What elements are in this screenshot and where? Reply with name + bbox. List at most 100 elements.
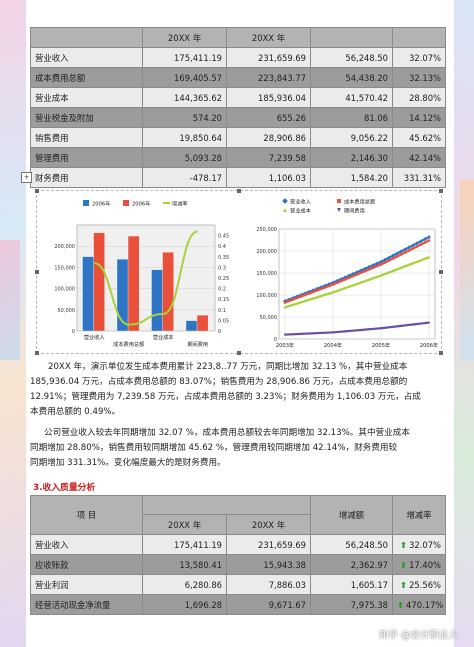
series-marker <box>295 301 299 305</box>
rate-value: 17.40% <box>409 559 441 570</box>
y2-tick-label: 0.35 <box>218 255 229 261</box>
series-marker <box>352 329 354 332</box>
series-marker <box>328 331 330 334</box>
legend-label: 2006年 <box>132 200 150 208</box>
series-marker <box>347 285 351 288</box>
x-tick-label: 2003年 <box>276 341 294 349</box>
series-marker <box>411 247 415 250</box>
series-marker <box>287 299 291 303</box>
x-tick-label: 期间费用 <box>187 340 208 348</box>
x-tick-label: 2006年 <box>420 341 438 349</box>
row-label: 营业成本 <box>30 87 143 108</box>
legend-swatch <box>123 200 129 206</box>
series-marker <box>303 299 307 303</box>
series-marker <box>403 264 407 268</box>
table-cell: 169,405.57 <box>142 67 227 88</box>
series-marker <box>379 263 383 266</box>
table-cell: 1,106.03 <box>226 167 311 188</box>
series-marker <box>424 322 426 325</box>
table-cell: ⬆ 17.40% <box>392 554 446 575</box>
series-marker <box>384 326 386 329</box>
series-marker <box>383 261 387 264</box>
table-cell: 7,975.38 <box>310 594 393 615</box>
series-marker <box>412 323 414 326</box>
series-marker <box>287 304 291 308</box>
table-row: 营业成本 144,365.62 185,936.04 41,570.42 28.80% <box>30 87 446 108</box>
series-marker <box>391 269 395 273</box>
series-marker <box>351 283 355 287</box>
series-marker <box>363 279 367 283</box>
table-row: 销售费用 19,850.64 28,906.86 9,056.22 45.62% <box>30 127 446 148</box>
legend-swatch <box>283 208 287 212</box>
resize-handle[interactable] <box>35 351 39 355</box>
left-decoration-accent <box>0 240 20 360</box>
table-cell: ⬆ 470.17% <box>392 594 446 615</box>
y-tick-label: 200,000 <box>54 244 75 250</box>
paragraph-line: 公司营业收入较去年同期增加 32.07 %，成本费用总额较去年同期增加 32.1… <box>44 428 410 438</box>
series-marker <box>327 284 331 288</box>
resize-handle[interactable] <box>439 189 443 193</box>
bar <box>162 252 174 332</box>
series-marker <box>299 300 303 304</box>
header-cell <box>392 27 446 48</box>
series-marker <box>339 287 343 291</box>
series-marker <box>331 283 335 286</box>
table-cell: ⬆ 32.07% <box>392 534 446 555</box>
table-cell: -478.17 <box>142 167 227 188</box>
rate-value: 32.07% <box>409 539 441 550</box>
series-marker <box>368 328 370 331</box>
resize-handle[interactable] <box>237 351 241 355</box>
table-cell: 41,570.42 <box>310 87 393 108</box>
table-cell: 231,659.69 <box>226 534 311 555</box>
right-decoration-accent <box>460 180 474 360</box>
series-marker <box>295 296 299 300</box>
paragraph-line: 12.91%；管理费用为 7,239.58 万元，占成本费用总额的 3.23%；… <box>30 392 421 402</box>
series-marker <box>311 296 315 300</box>
resize-handle[interactable] <box>237 189 241 193</box>
paragraph-line: 同期增加 28.80%，销售费用较同期增加 45.62 %，管理费用较同期增加 … <box>30 443 398 453</box>
legend-swatch <box>337 208 341 212</box>
y-tick-label: 150,000 <box>256 271 277 277</box>
legend-label: 营业成本 <box>290 207 311 215</box>
table-cell: 9,056.22 <box>310 127 393 148</box>
table-row: 应收账款 13,580.41 15,943.38 2,362.97 ⬆ 17.40% <box>30 554 446 575</box>
series-marker <box>427 255 431 259</box>
series-marker <box>388 326 390 329</box>
paragraph-line: 20XX 年，演示单位发生成本费用累计 223,8..77 万元，同期比增加 3… <box>48 362 408 372</box>
y2-tick-label: 0.4 <box>218 244 226 250</box>
chart-frame[interactable]: 0 50,000 100,000 150,000 200,000 0 0.05 0.1 0.15… <box>35 189 443 355</box>
header-rate: 增减率 <box>392 495 446 535</box>
header-delta: 增减额 <box>310 495 393 535</box>
series-marker <box>395 255 399 258</box>
resize-handle[interactable] <box>439 270 443 274</box>
series-marker <box>428 321 430 324</box>
up-arrow-icon: ⬆ <box>400 539 408 550</box>
x-tick-label: 营业成本 <box>153 333 174 341</box>
series-marker <box>335 289 339 293</box>
series-marker <box>339 279 343 283</box>
series-marker <box>367 278 371 281</box>
table-cell: 231,659.69 <box>226 47 311 68</box>
series-marker <box>283 301 287 304</box>
series-marker <box>391 257 395 260</box>
series-marker <box>420 322 422 325</box>
series-marker <box>327 292 331 295</box>
resize-handle[interactable] <box>35 189 39 193</box>
series-marker <box>296 333 298 336</box>
section-title: 3.收入质量分析 <box>33 483 96 493</box>
table-cell: 7,239.58 <box>226 147 311 168</box>
series-marker <box>419 258 423 262</box>
move-handle-icon[interactable]: + <box>21 172 32 183</box>
series-marker <box>407 263 411 267</box>
resize-handle[interactable] <box>439 351 443 355</box>
resize-handle[interactable] <box>35 270 39 274</box>
series-marker <box>343 286 347 290</box>
series-marker <box>312 332 314 335</box>
series-marker <box>387 259 391 262</box>
series-marker <box>415 245 419 248</box>
y2-tick-label: 0.1 <box>218 308 226 314</box>
bar <box>196 315 209 332</box>
table-cell: 7,886.03 <box>226 574 311 595</box>
series-marker <box>308 332 310 335</box>
y2-tick-label: 0.3 <box>218 265 226 271</box>
